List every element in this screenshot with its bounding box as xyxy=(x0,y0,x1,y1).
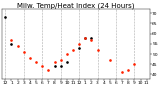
Title: Milw. Temp/Heat Index (24 Hours): Milw. Temp/Heat Index (24 Hours) xyxy=(17,2,135,9)
